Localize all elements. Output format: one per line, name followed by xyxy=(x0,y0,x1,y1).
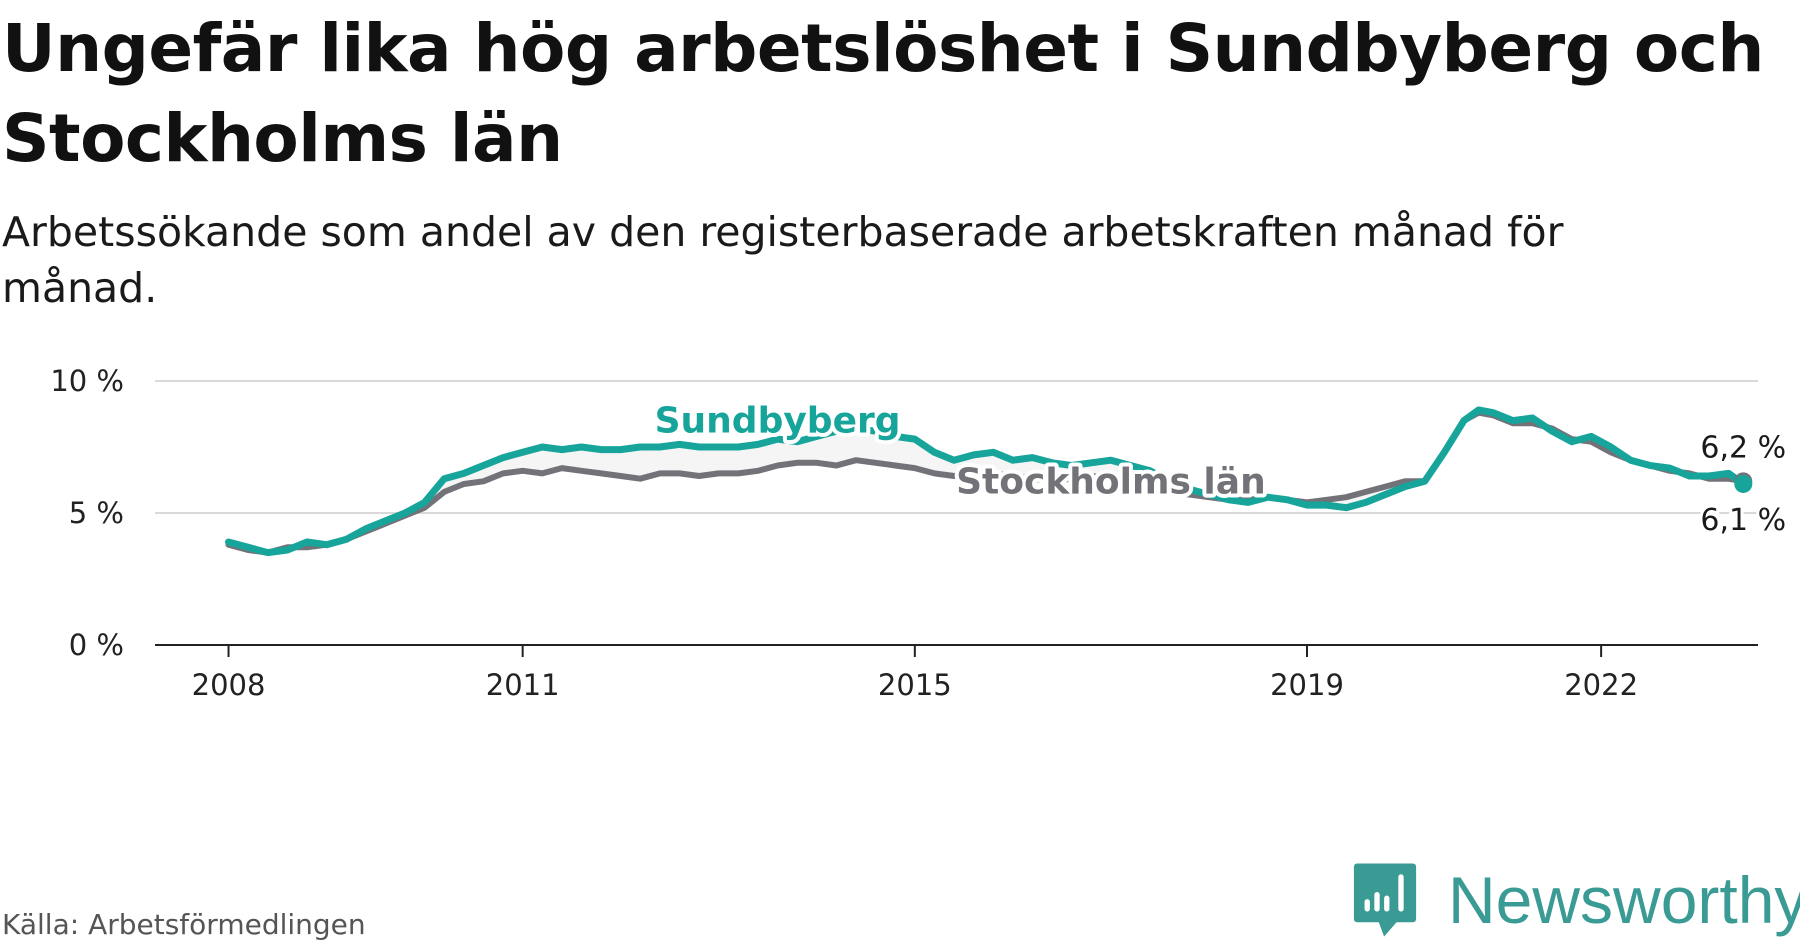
x-tick-label: 2011 xyxy=(486,668,560,702)
grid-lines xyxy=(155,380,1758,514)
chart-subtitle: Arbetssökande som andel av den registerb… xyxy=(2,208,1564,312)
x-tick-label: 2015 xyxy=(878,668,952,702)
series-lines xyxy=(225,406,1753,557)
x-tick-label: 2022 xyxy=(1564,668,1638,702)
stockholm-series-label: Stockholms län xyxy=(956,461,1266,502)
y-tick-label: 5 % xyxy=(69,496,124,530)
y-tick-label: 0 % xyxy=(69,628,124,662)
x-tick-label: 2019 xyxy=(1270,668,1344,702)
brand-name: Newsworthy xyxy=(1448,863,1800,937)
y-tick-label: 10 % xyxy=(50,364,124,398)
sundbyberg-end-label: 6,1 % xyxy=(1700,503,1786,538)
x-tick-label: 2008 xyxy=(192,668,266,702)
labels: Sundbyberg Stockholms län 6,2 % 6,1 % xyxy=(651,397,1790,541)
newsworthy-logo: Newsworthy xyxy=(1348,860,1800,948)
line-chart: 0 % 5 % 10 % 2008 2011 2015 2019 2022 Sundbyber… xyxy=(50,364,1790,702)
sundbyberg-line xyxy=(225,406,1747,557)
chart-title: Ungefär lika hög arbetslöshet i Sundbybe… xyxy=(2,10,1764,177)
sundbyberg-series-label: Sundbyberg xyxy=(655,401,901,442)
sundbyberg-end-point xyxy=(1734,474,1753,493)
axes: 0 % 5 % 10 % 2008 2011 2015 2019 2022 xyxy=(50,364,1758,702)
source-note: Källa: Arbetsförmedlingen xyxy=(2,908,366,941)
stockholm-end-label: 6,2 % xyxy=(1700,430,1786,465)
bar-chart-speech-icon xyxy=(1353,863,1417,937)
